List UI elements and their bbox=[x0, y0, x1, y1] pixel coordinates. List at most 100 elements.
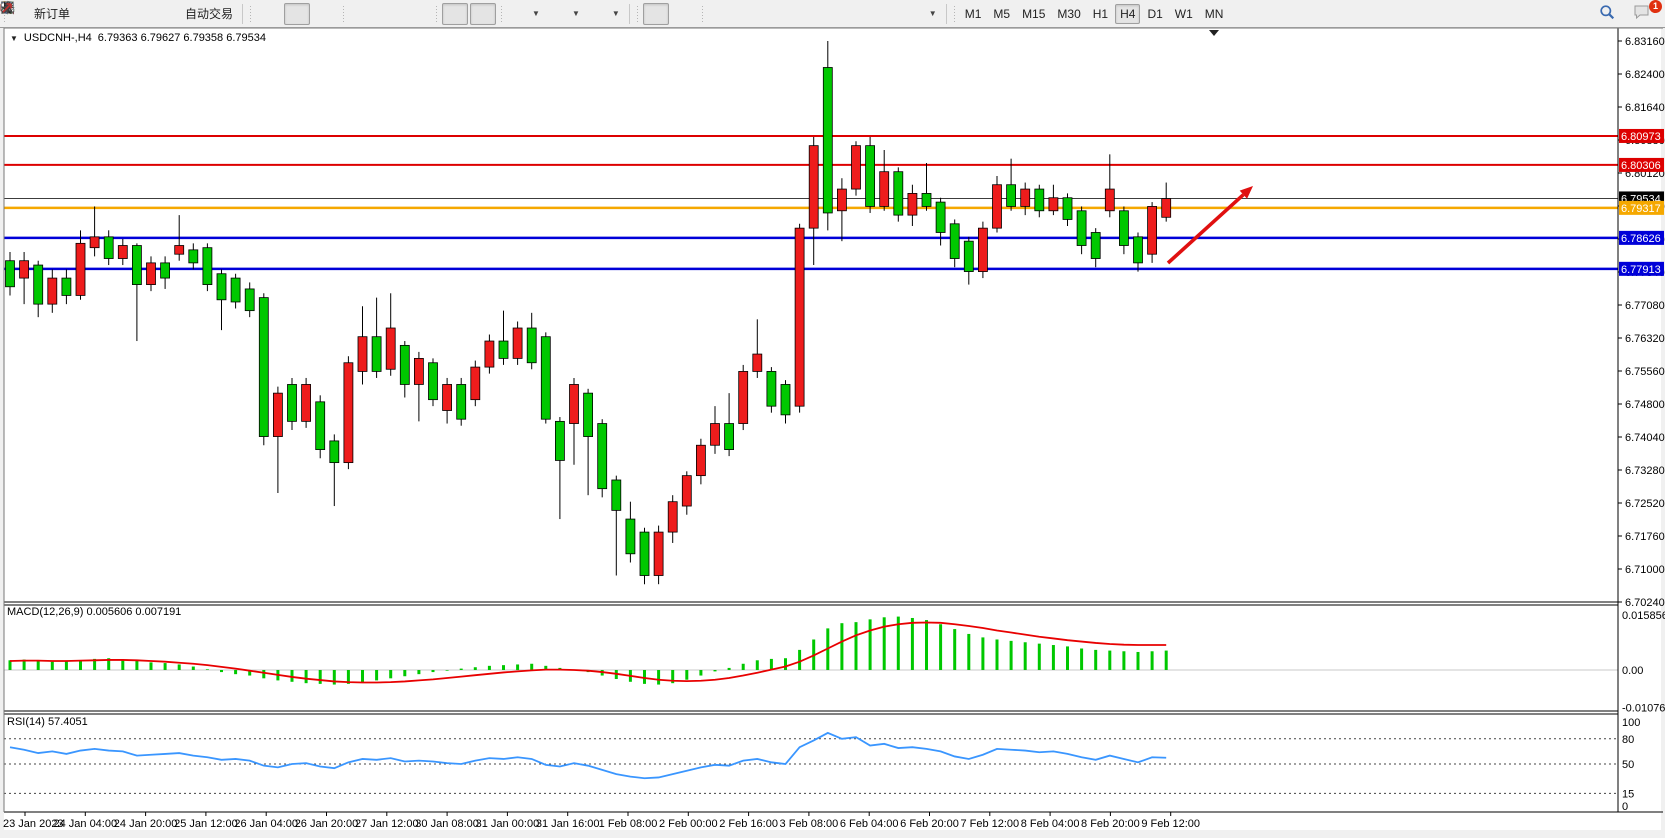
toolbar-grip[interactable] bbox=[247, 3, 255, 24]
rsi-line bbox=[9, 731, 1167, 780]
tf-m1-button[interactable]: M1 bbox=[960, 4, 987, 24]
time-tick-label: 30 Jan 08:00 bbox=[415, 818, 479, 830]
tf-w1-button[interactable]: W1 bbox=[1170, 4, 1198, 24]
candle-body bbox=[696, 444, 706, 477]
tile-windows-button[interactable] bbox=[1, 1, 431, 25]
horizontal-line-tool-button[interactable] bbox=[1, 3, 762, 25]
tf-d1-label: D1 bbox=[1147, 6, 1163, 21]
toolbar-grip[interactable] bbox=[950, 3, 958, 24]
trendline-tool-button[interactable] bbox=[1, 1, 790, 25]
tf-m30-button[interactable]: M30 bbox=[1052, 4, 1085, 24]
candle-body bbox=[639, 531, 650, 576]
toolbar-separator bbox=[628, 3, 630, 24]
zoom-in-button[interactable] bbox=[1, 1, 375, 25]
candle-body bbox=[1104, 188, 1115, 212]
dropdown-arrow-icon[interactable]: ▼ bbox=[571, 9, 580, 18]
chart-template-button[interactable]: ▼ bbox=[1, 2, 625, 25]
candle-chart-mode-button[interactable] bbox=[2, 1, 311, 25]
candle-body bbox=[611, 479, 622, 511]
tf-mn-button[interactable]: MN bbox=[1200, 4, 1229, 24]
candle-body bbox=[837, 188, 847, 212]
crosshair-tool-button[interactable] bbox=[1, 1, 697, 25]
candle-body bbox=[484, 340, 495, 368]
macd-pane[interactable] bbox=[4, 616, 1618, 685]
cursor-icon bbox=[4, 1, 664, 22]
candle-body bbox=[1020, 188, 1031, 207]
cursor-tool-button[interactable] bbox=[4, 1, 669, 25]
tf-h1-button[interactable]: H1 bbox=[1088, 4, 1113, 24]
toolbar-grip[interactable] bbox=[498, 3, 506, 24]
candle-body bbox=[625, 518, 636, 555]
search-button[interactable] bbox=[1598, 3, 1624, 25]
zoom-out-button[interactable] bbox=[1, 1, 403, 25]
dropdown-arrow-icon[interactable]: ▼ bbox=[928, 9, 937, 18]
tf-m5-label: M5 bbox=[993, 6, 1011, 21]
text-tool-button[interactable]: A bbox=[4, 0, 874, 25]
zoom-out-icon bbox=[1, 1, 398, 22]
candle-body bbox=[851, 145, 861, 190]
candle-body bbox=[710, 423, 720, 446]
tf-d1-button[interactable]: D1 bbox=[1142, 4, 1167, 24]
main-price-pane[interactable] bbox=[4, 30, 1618, 585]
chart-shift-button[interactable] bbox=[1, 2, 497, 25]
tile-icon bbox=[1, 1, 426, 22]
price-level-badge-label: 6.79317 bbox=[1621, 203, 1661, 215]
candle-body bbox=[188, 249, 199, 264]
channel-tool-button[interactable]: E bbox=[0, 1, 818, 25]
fibonacci-tool-button[interactable]: F bbox=[1, 2, 846, 25]
tf-h4-button[interactable]: H4 bbox=[1115, 3, 1141, 24]
tf-m5-button[interactable]: M5 bbox=[988, 4, 1015, 24]
new-order-button[interactable]: 新订单 bbox=[1, 1, 75, 25]
toolbar-grip[interactable] bbox=[433, 3, 441, 24]
shapes-tool-button[interactable]: ▼ bbox=[2, 3, 942, 25]
rsi-pane[interactable] bbox=[4, 731, 1618, 794]
chevron-down-icon[interactable]: ▼ bbox=[10, 33, 18, 43]
market-funnel-button[interactable] bbox=[0, 0, 103, 25]
add-indicator-button[interactable]: ▼ bbox=[1, 1, 545, 25]
scroll-marker-icon[interactable] bbox=[1209, 30, 1219, 36]
chat-icon bbox=[1634, 5, 1653, 22]
search-icon bbox=[1600, 4, 1619, 22]
trend-arrow-head[interactable] bbox=[1239, 186, 1253, 199]
signal-button[interactable] bbox=[2, 3, 159, 25]
trend-arrow[interactable] bbox=[1166, 193, 1245, 265]
dropdown-arrow-icon[interactable]: ▼ bbox=[532, 9, 540, 18]
candle-body bbox=[33, 264, 44, 305]
candle-body bbox=[75, 242, 86, 296]
candle-body bbox=[681, 475, 692, 507]
price-axis[interactable]: 6.831606.824006.816406.808806.801206.793… bbox=[1618, 36, 1665, 813]
text-label-tool-button[interactable]: T bbox=[1, 1, 902, 25]
candle-body bbox=[61, 277, 72, 296]
price-level-badge-label: 6.80306 bbox=[1621, 160, 1661, 172]
tf-m15-button[interactable]: M15 bbox=[1017, 4, 1050, 24]
price-level-badge-label: 6.77913 bbox=[1621, 264, 1661, 276]
toolbar-grip[interactable] bbox=[698, 3, 706, 24]
chat-button[interactable]: 1 bbox=[1632, 0, 1662, 25]
bars-icon bbox=[1, 2, 277, 22]
candle-body bbox=[569, 384, 579, 424]
dropdown-arrow-icon[interactable]: ▼ bbox=[611, 9, 620, 18]
line-chart-mode-button[interactable] bbox=[0, 2, 338, 25]
auto-scroll-button[interactable] bbox=[1, 2, 469, 25]
bar-chart-mode-button[interactable] bbox=[1, 2, 282, 25]
candle-body bbox=[794, 227, 805, 407]
candle-body bbox=[555, 420, 565, 461]
vertical-line-tool-button[interactable] bbox=[6, 1, 734, 25]
price-tick-label: 6.70240 bbox=[1625, 597, 1665, 609]
toolbar-grip[interactable] bbox=[633, 3, 641, 24]
candle-body bbox=[893, 171, 904, 216]
auto-trading-button[interactable]: 自动交易 bbox=[0, 2, 238, 25]
toolbar-separator bbox=[242, 3, 244, 24]
profile-button[interactable] bbox=[2, 1, 131, 25]
toolbar-grip[interactable] bbox=[340, 3, 348, 24]
candle-body bbox=[413, 358, 424, 385]
candle-body bbox=[921, 193, 932, 207]
candle-body bbox=[1090, 232, 1101, 259]
time-tick-label: 24 Jan 04:00 bbox=[53, 818, 117, 830]
period-clock-button[interactable]: ▼ bbox=[1, 1, 585, 25]
price-level-badge-label: 6.80973 bbox=[1621, 131, 1661, 143]
rsi-indicator-label: RSI(14) 57.4051 bbox=[7, 716, 88, 728]
tf-mn-label: MN bbox=[1204, 6, 1224, 21]
